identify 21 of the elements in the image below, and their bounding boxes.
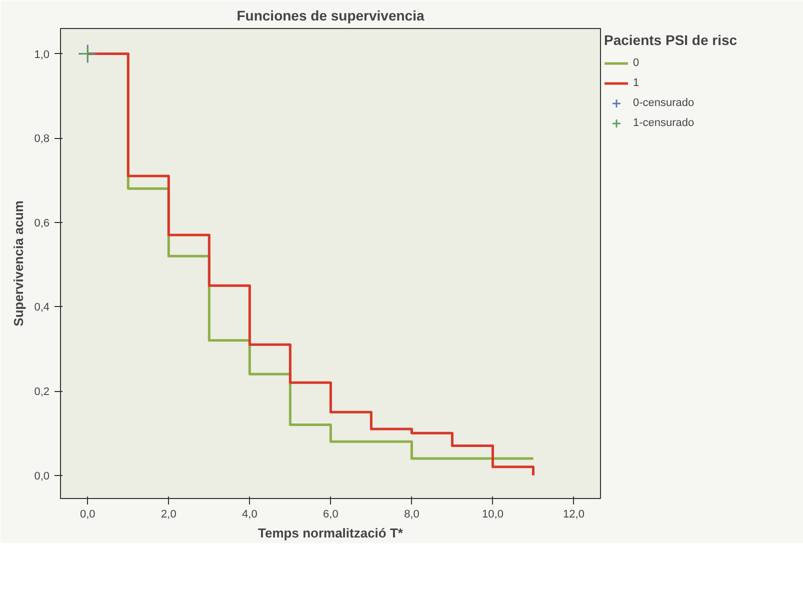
legend-title: Pacients PSI de risc	[604, 32, 738, 48]
legend-label: 1	[633, 77, 640, 89]
x-tick-label: 6,0	[323, 508, 338, 520]
y-tick-label: 1,0	[34, 48, 50, 61]
y-axis-title: Supervivencia acum	[11, 200, 26, 326]
y-tick-label: 0,4	[34, 302, 50, 314]
x-tick-label: 0,0	[80, 508, 96, 520]
x-axis-title: Temps normalització T*	[258, 526, 404, 540]
chart-title: Funciones de supervivencia	[236, 8, 424, 24]
x-tick-label: 4,0	[242, 508, 258, 520]
x-tick-label: 10,0	[482, 508, 504, 520]
x-tick-label: 2,0	[161, 508, 176, 520]
y-tick-label: 0,0	[34, 470, 50, 482]
legend-label: 0	[633, 57, 640, 69]
legend-label: 0-censurado	[633, 97, 694, 109]
legend-label: 1-censurado	[633, 117, 694, 129]
x-tick-label: 8,0	[404, 508, 420, 520]
y-tick-label: 0,8	[34, 133, 50, 146]
y-tick-label: 0,2	[34, 386, 50, 398]
y-tick-label: 0,6	[34, 217, 50, 230]
x-tick-label: 12,0	[563, 508, 584, 520]
